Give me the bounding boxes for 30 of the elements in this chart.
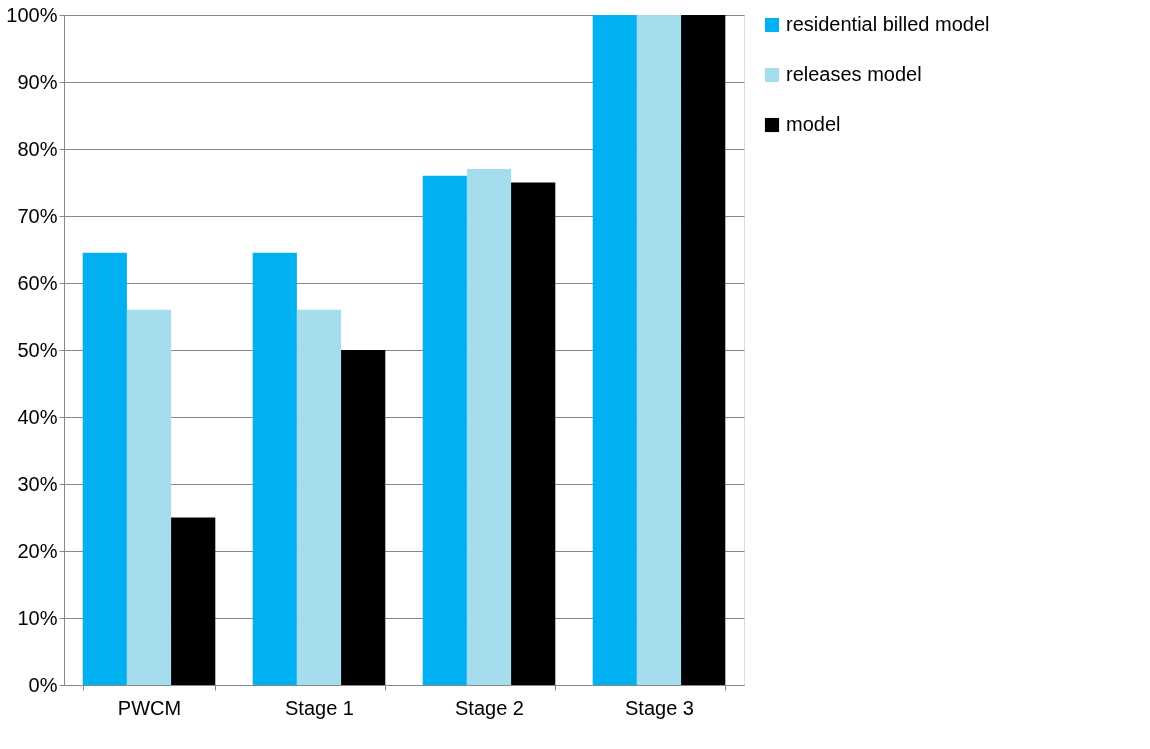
y-tick-label: 10% — [17, 606, 58, 629]
bar — [252, 252, 297, 685]
y-tick-label: 40% — [17, 405, 58, 428]
x-tick-label: Stage 3 — [625, 696, 694, 719]
y-tick-label: 20% — [17, 539, 58, 562]
x-tick-label: Stage 1 — [285, 696, 354, 719]
y-tick-label: 60% — [17, 271, 58, 294]
y-tick-label: 30% — [17, 472, 58, 495]
y-tick-label: 70% — [17, 204, 58, 227]
legend-label: residential billed model — [786, 13, 990, 35]
bar — [466, 169, 512, 685]
bar — [681, 15, 726, 685]
bar — [126, 309, 172, 685]
y-tick-label: 80% — [17, 137, 58, 160]
y-tick-label: 50% — [17, 338, 58, 361]
bar — [296, 309, 342, 685]
x-tick-label: Stage 2 — [455, 696, 524, 719]
bar — [511, 182, 556, 685]
bar — [171, 517, 216, 685]
legend-label: releases model — [786, 63, 922, 85]
x-tick-label: PWCM — [117, 696, 182, 719]
y-tick-label: 100% — [6, 3, 58, 26]
bar — [341, 350, 386, 685]
bar — [82, 252, 127, 685]
y-tick-label: 90% — [17, 70, 58, 93]
y-tick-label: 0% — [28, 673, 58, 696]
bar — [422, 175, 467, 685]
legend-label: model — [786, 113, 841, 135]
bar — [592, 15, 637, 685]
bar — [636, 15, 682, 685]
